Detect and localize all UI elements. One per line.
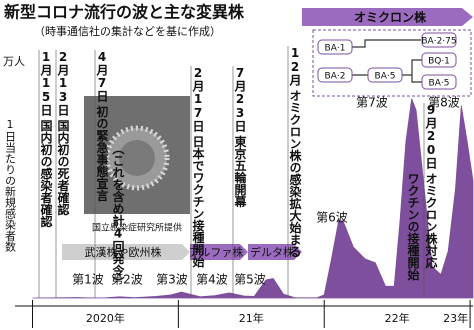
wave-label: 第1波 (72, 273, 104, 287)
wave-label: 第5波 (234, 273, 266, 287)
event-text: 日本でワクチン接種開始 (191, 135, 205, 268)
event-date: 2月17日 (191, 66, 205, 133)
event-text: 国内初の死者確認 (56, 119, 70, 216)
variant-label: 武漢株や欧州株 (85, 245, 162, 259)
variant-label: アルファ株 (189, 245, 244, 259)
lineage-node (317, 39, 353, 55)
lineage-node (367, 67, 403, 83)
lineage-arrows (351, 39, 423, 83)
lineage-label: BA·5 (375, 72, 396, 82)
wave-label: 第6波 (316, 211, 348, 225)
wave-label: 第2波 (111, 273, 143, 287)
lineage-label: BQ·1 (428, 57, 450, 67)
x-tick-label: 23年 (443, 311, 468, 325)
wave-label: 第3波 (156, 273, 188, 287)
variant-label: デルタ株 (250, 245, 294, 259)
event-date: 7月23日 (233, 66, 247, 133)
variant-band (248, 244, 302, 260)
variant-band (190, 244, 248, 260)
event-date: 1月15日 (39, 50, 53, 117)
event-note: （これを含め計4回発令） (111, 143, 125, 289)
lineage-box (312, 29, 472, 97)
x-tick-label: 21年 (239, 311, 264, 325)
event-text: 初の緊急事態宣言 (95, 104, 109, 202)
lineage-node (421, 32, 457, 48)
lineage-label: BA·2·75 (421, 37, 456, 47)
y-label: 1日当たりの新規感染者数 (4, 118, 17, 253)
event-text: オミクロン株対応 (424, 172, 438, 269)
cases-area (32, 98, 474, 299)
x-tick-label: 22年 (385, 311, 410, 325)
event-date: 4月7日 (95, 50, 109, 103)
chart-subtitle: （時事通信社の集計などを基に作成） (34, 24, 221, 38)
event-date: 9月20日 (424, 103, 438, 170)
event-text: オミクロン株の感染拡大始まる (288, 89, 302, 257)
event-date: 12月 (288, 46, 302, 87)
lineage-label: BA·1 (325, 44, 346, 54)
photo-credit: 国立感染症研究所提供 (92, 222, 182, 234)
event-text: 国内初の感染者確認 (39, 119, 53, 228)
lineage-label: BA·5 (429, 79, 450, 89)
wave-label: 第4波 (196, 273, 228, 287)
event-text: 東京五輪開幕 (233, 134, 247, 208)
wave-label: 第7波 (356, 96, 388, 110)
lineage-node (421, 74, 457, 90)
lineage-node (317, 67, 353, 83)
variant-label: オミクロン株 (354, 10, 427, 25)
variant-band (302, 8, 473, 26)
variant-band (62, 244, 190, 260)
x-tick-label: 2020年 (86, 311, 125, 325)
lineage-label: BA·2 (325, 72, 346, 82)
lineage-node (421, 52, 457, 68)
photo (84, 96, 190, 214)
event-note: ワクチンの接種開始 (406, 173, 420, 282)
chart-title: 新型コロナ流行の波と主な変異株 (4, 3, 245, 22)
y-unit: 万人 (3, 55, 25, 68)
wave-label: 第8波 (428, 96, 460, 110)
event-date: 2月13日 (56, 50, 70, 117)
